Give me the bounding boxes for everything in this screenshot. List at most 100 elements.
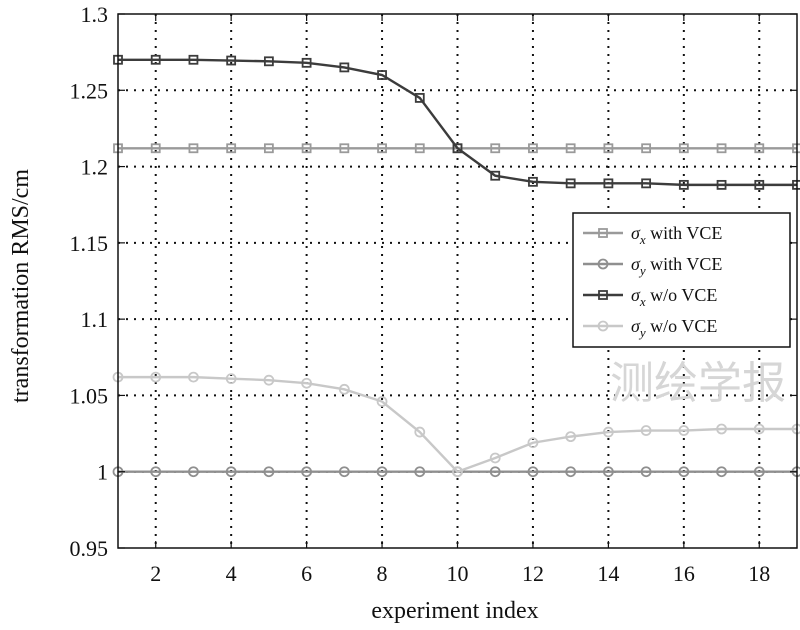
data-point [753, 466, 765, 478]
y-tick-label: 1.05 [70, 383, 109, 408]
data-point [150, 466, 162, 478]
x-tick-label: 4 [226, 561, 237, 586]
data-point [678, 179, 689, 190]
data-point [225, 466, 237, 478]
series-4 [112, 371, 800, 478]
legend-entry: σy w/o VCE [583, 316, 717, 340]
data-point [641, 178, 652, 189]
y-tick-label: 1.15 [70, 231, 109, 256]
legend-label: σy with VCE [631, 254, 722, 278]
series-3 [113, 54, 800, 190]
data-point [489, 466, 501, 478]
legend-swatch-marker [598, 290, 608, 300]
y-tick-label: 0.95 [70, 536, 109, 561]
data-point [150, 143, 161, 154]
data-point [716, 466, 727, 478]
legend-entry: σy with VCE [583, 254, 722, 278]
data-point [754, 179, 765, 190]
data-point [377, 143, 387, 154]
data-point [716, 143, 727, 154]
legend: σx with VCE σy with VCE σx w/o VCE σy w/o V… [572, 212, 791, 348]
data-point [263, 466, 275, 478]
data-point [414, 143, 425, 154]
legend-swatch-marker [598, 228, 608, 238]
x-tick-label: 8 [377, 561, 388, 586]
data-point [452, 466, 463, 478]
data-point [490, 170, 501, 181]
data-point [716, 423, 727, 435]
data-point [263, 56, 274, 67]
data-point [452, 143, 463, 154]
legend-entry: σx w/o VCE [583, 285, 717, 309]
data-point [678, 143, 689, 154]
data-point [263, 143, 274, 154]
data-point [640, 425, 652, 436]
data-point [603, 143, 614, 154]
y-axis-label: transformation RMS/cm [8, 169, 34, 403]
data-point [414, 426, 426, 438]
ticks: 2 4 6 8 10 12 14 16 18 0.95 1 1.05 1.1 1.15 1.2 1.25 1.3 [70, 2, 797, 586]
x-tick-label: 6 [301, 561, 312, 586]
series-line [118, 375, 797, 474]
data-point [602, 426, 614, 438]
data-point [678, 425, 690, 436]
data-point [377, 70, 387, 80]
data-point [528, 143, 538, 154]
y-tick-label: 1.25 [70, 78, 109, 103]
x-tick-label: 10 [447, 561, 469, 586]
data-point [565, 178, 576, 189]
data-point [716, 179, 727, 190]
data-point [263, 374, 275, 386]
x-tick-label: 2 [150, 561, 161, 586]
legend-label: σy w/o VCE [631, 316, 717, 340]
data-point [150, 54, 161, 65]
data-point [150, 371, 162, 383]
data-point [527, 466, 539, 478]
data-point [225, 373, 237, 385]
legend-label: σx w/o VCE [631, 285, 717, 309]
data-point [641, 143, 652, 154]
data-point [753, 423, 765, 435]
data-point [338, 466, 350, 478]
data-point [188, 371, 199, 383]
x-tick-label: 18 [748, 561, 770, 586]
legend-entry: σx with VCE [583, 223, 722, 247]
legend-swatch-marker [597, 320, 609, 332]
x-tick-label: 14 [597, 561, 619, 586]
data-point [527, 437, 539, 449]
data-point [602, 466, 614, 478]
data-point [414, 466, 426, 478]
series-line [118, 58, 797, 187]
data-point [226, 55, 237, 66]
data-point [565, 143, 576, 154]
data-point [339, 62, 350, 73]
data-point [188, 54, 199, 65]
data-point [565, 466, 577, 478]
data-point [301, 143, 312, 154]
y-tick-label: 1.2 [81, 155, 109, 180]
data-point [339, 143, 350, 154]
y-tick-label: 1.3 [81, 2, 109, 27]
data-point [490, 143, 501, 154]
legend-label: σx with VCE [631, 223, 722, 247]
data-point [301, 377, 313, 389]
x-tick-label: 12 [522, 561, 544, 586]
data-point [376, 396, 388, 407]
x-axis-label: experiment index [371, 598, 538, 624]
data-point [188, 466, 199, 478]
data-point [489, 452, 501, 464]
data-point [678, 466, 690, 478]
data-point [301, 466, 313, 478]
data-point [640, 466, 652, 478]
data-point [414, 93, 425, 103]
series-layer [112, 54, 800, 478]
data-point [528, 176, 538, 187]
legend-box [572, 212, 791, 348]
data-point [376, 466, 388, 478]
x-tick-label: 16 [673, 561, 695, 586]
legend-swatch-marker [597, 258, 609, 270]
watermark-text: 测绘学报 [610, 358, 786, 409]
data-point [754, 143, 765, 154]
data-point [226, 143, 237, 154]
